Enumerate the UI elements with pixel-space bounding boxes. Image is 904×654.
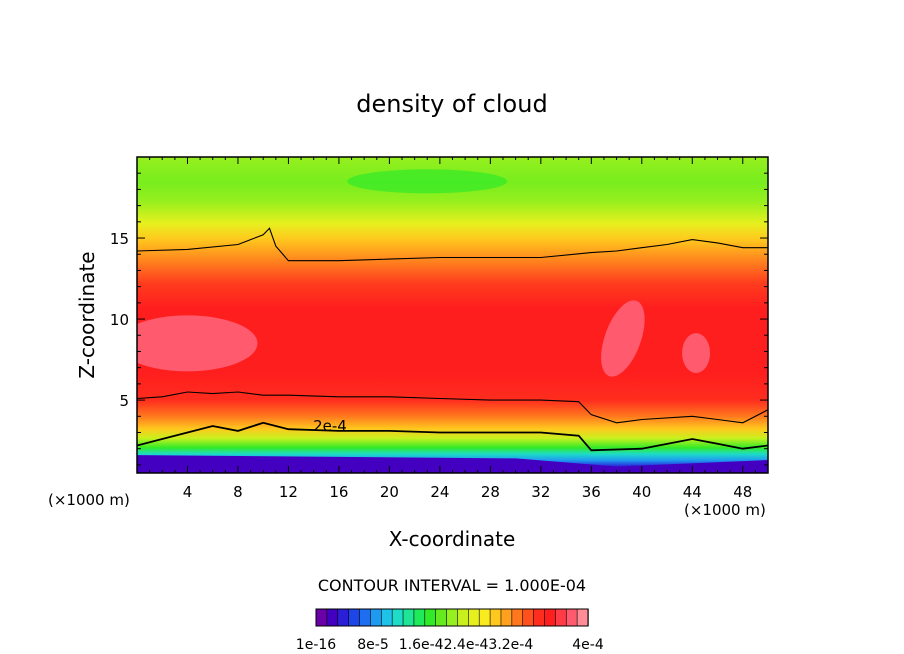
x-tick-label: 16 [329,483,348,501]
colorbar-swatch [533,608,546,627]
colorbar-swatch [359,608,372,627]
colorbar-swatch [457,608,470,627]
colorbar-labels: 1e-16 8e-5 1.6e-42.4e-43.2e-4 4e-4 [296,637,604,653]
colorbar-swatch [380,608,393,627]
colorbar-swatch [468,608,480,627]
y-axis-ticks: 5 10 15 [110,172,768,466]
colorbar-swatch [424,608,437,627]
colorbar-swatch [522,608,535,627]
surface-low-density-band [137,455,768,473]
colorbar-swatch [435,608,448,627]
x-tick-label: 12 [279,483,298,501]
x-tick-label: 4 [183,483,193,501]
high-density-region-mid [601,300,645,377]
colorbar-swatch [326,608,339,627]
high-density-region-right [682,333,711,374]
x-tick-label: 28 [481,483,500,501]
colorbar-label: 8e-5 [357,637,388,653]
x-axis-ticks: 4 8 12 16 20 24 28 32 36 40 44 48 [149,157,756,501]
colorbar-swatch [446,608,459,627]
y-tick-label: 10 [110,311,129,329]
x-tick-label: 32 [531,483,550,501]
colorbar-swatch [478,608,491,627]
colorbar-label: 1.6e-42.4e-43.2e-4 [399,637,534,653]
x-tick-label: 36 [582,483,601,501]
chart-title: density of cloud [356,90,547,118]
plot-area [137,157,768,473]
contour-line-3 [137,227,768,262]
colorbar [315,608,589,627]
contour-line-2 [137,391,768,424]
colorbar-swatch [565,608,578,627]
low-density-region-top [347,169,508,194]
colorbar-swatch [413,608,426,627]
y-axis-label: Z-coordinate [75,251,99,378]
colorbar-label: 1e-16 [296,637,336,653]
x-tick-label: 40 [632,483,651,501]
density-features [137,169,768,473]
colorbar-swatch [348,608,361,627]
colorbar-frame [315,608,589,627]
density-field [137,157,768,473]
colorbar-swatch [391,608,404,627]
x-tick-label: 8 [233,483,243,501]
x-tick-label: 48 [733,483,752,501]
colorbar-swatch [337,608,350,627]
colorbar-label: 4e-4 [572,637,604,653]
x-axis-label: X-coordinate [389,527,516,551]
high-density-region-left [137,315,258,372]
contour-line-1 [137,421,768,452]
colorbar-swatch [544,608,557,627]
y-tick-label: 5 [119,392,129,410]
x-tick-label: 44 [683,483,702,501]
colorbar-swatch [315,608,328,627]
colorbar-swatch [511,608,524,627]
colorbar-swatch [402,608,415,627]
x-tick-label: 24 [430,483,449,501]
colorbar-swatch [489,608,502,627]
contour-line-label: 2e-4 [313,417,347,435]
colorbar-swatch [576,608,589,627]
x-unit-label-right: (×1000 m) [684,501,766,519]
colorbar-swatch [500,608,513,627]
x-tick-label: 20 [380,483,399,501]
colorbar-swatch [555,608,567,627]
contour-interval-text: CONTOUR INTERVAL = 1.000E-04 [318,576,586,595]
x-unit-label-left: (×1000 m) [48,491,130,509]
contour-lines [137,227,768,452]
colorbar-swatch [370,608,382,627]
y-tick-label: 15 [110,230,129,248]
